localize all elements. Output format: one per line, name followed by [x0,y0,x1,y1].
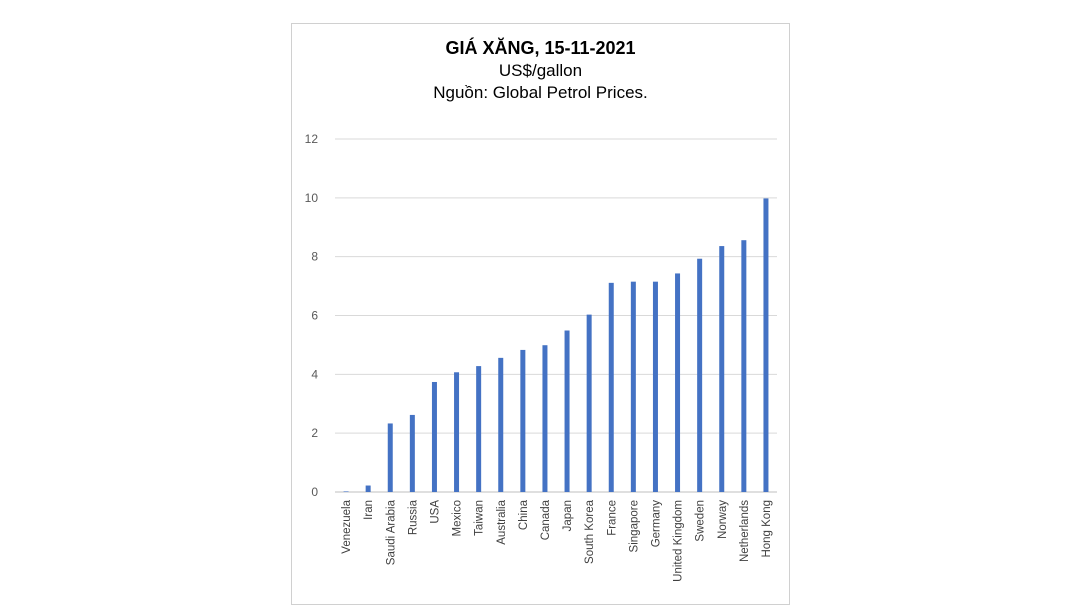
chart-frame: GIÁ XĂNG, 15-11-2021 US$/gallon Nguồn: G… [291,23,790,605]
bar [564,330,570,492]
bar [409,414,415,492]
x-tick-label: Singapore [628,500,640,552]
chart-subtitle: US$/gallon [498,61,583,80]
chart-title: GIÁ XĂNG, 15-11-2021 [445,38,636,58]
x-tick-label: Mexico [452,500,464,536]
chart-titles: GIÁ XĂNG, 15-11-2021 US$/gallon Nguồn: G… [292,36,789,104]
x-tick-label: Norway [717,500,729,539]
bar [630,281,636,492]
chart-source: Nguồn: Global Petrol Prices. [433,83,648,102]
x-tick-label: Iran [363,500,375,520]
x-tick-label: Germany [650,500,662,548]
bar [697,258,703,492]
x-tick-label: United Kingdom [673,500,685,582]
x-tick-label: Saudi Arabia [385,499,397,565]
x-tick-label: Taiwan [474,500,486,536]
y-tick-label: 2 [311,426,318,440]
bar [719,246,725,492]
y-tick-label: 6 [311,309,318,323]
x-tick-label: Hong Kong [761,500,773,558]
x-tick-label: France [606,500,618,536]
x-tick-label: Netherlands [739,500,751,562]
bar-chart: 0 2 4 6 8 10 12 Venezuela Iran Saudi Arabia Russia… [305,132,777,582]
bar [387,423,393,492]
x-tick-label: Japan [562,500,574,531]
bar [608,282,614,492]
bar [586,314,592,492]
bar [454,372,460,492]
y-tick-label: 0 [311,485,318,499]
bar [431,381,437,492]
bar [652,281,658,492]
bar [365,485,371,492]
bar [542,345,548,492]
bar [763,198,769,492]
x-tick-label: Australia [496,499,508,544]
y-tick-label: 12 [305,132,319,146]
x-tick-label: China [518,499,530,530]
bar [520,349,526,492]
bar [476,366,482,492]
x-tick-label: Canada [540,499,552,540]
bar [741,240,747,492]
x-tick-label: South Korea [584,499,596,564]
x-tick-label: Venezuela [341,499,353,553]
x-tick-label: Sweden [695,500,707,542]
bar [343,491,349,492]
y-tick-label: 10 [305,191,319,205]
x-tick-label: Russia [407,499,419,535]
x-tick-label: USA [429,500,441,524]
y-tick-label: 4 [311,367,318,381]
y-tick-label: 8 [311,250,318,264]
bar [675,273,681,492]
bar [498,357,504,492]
